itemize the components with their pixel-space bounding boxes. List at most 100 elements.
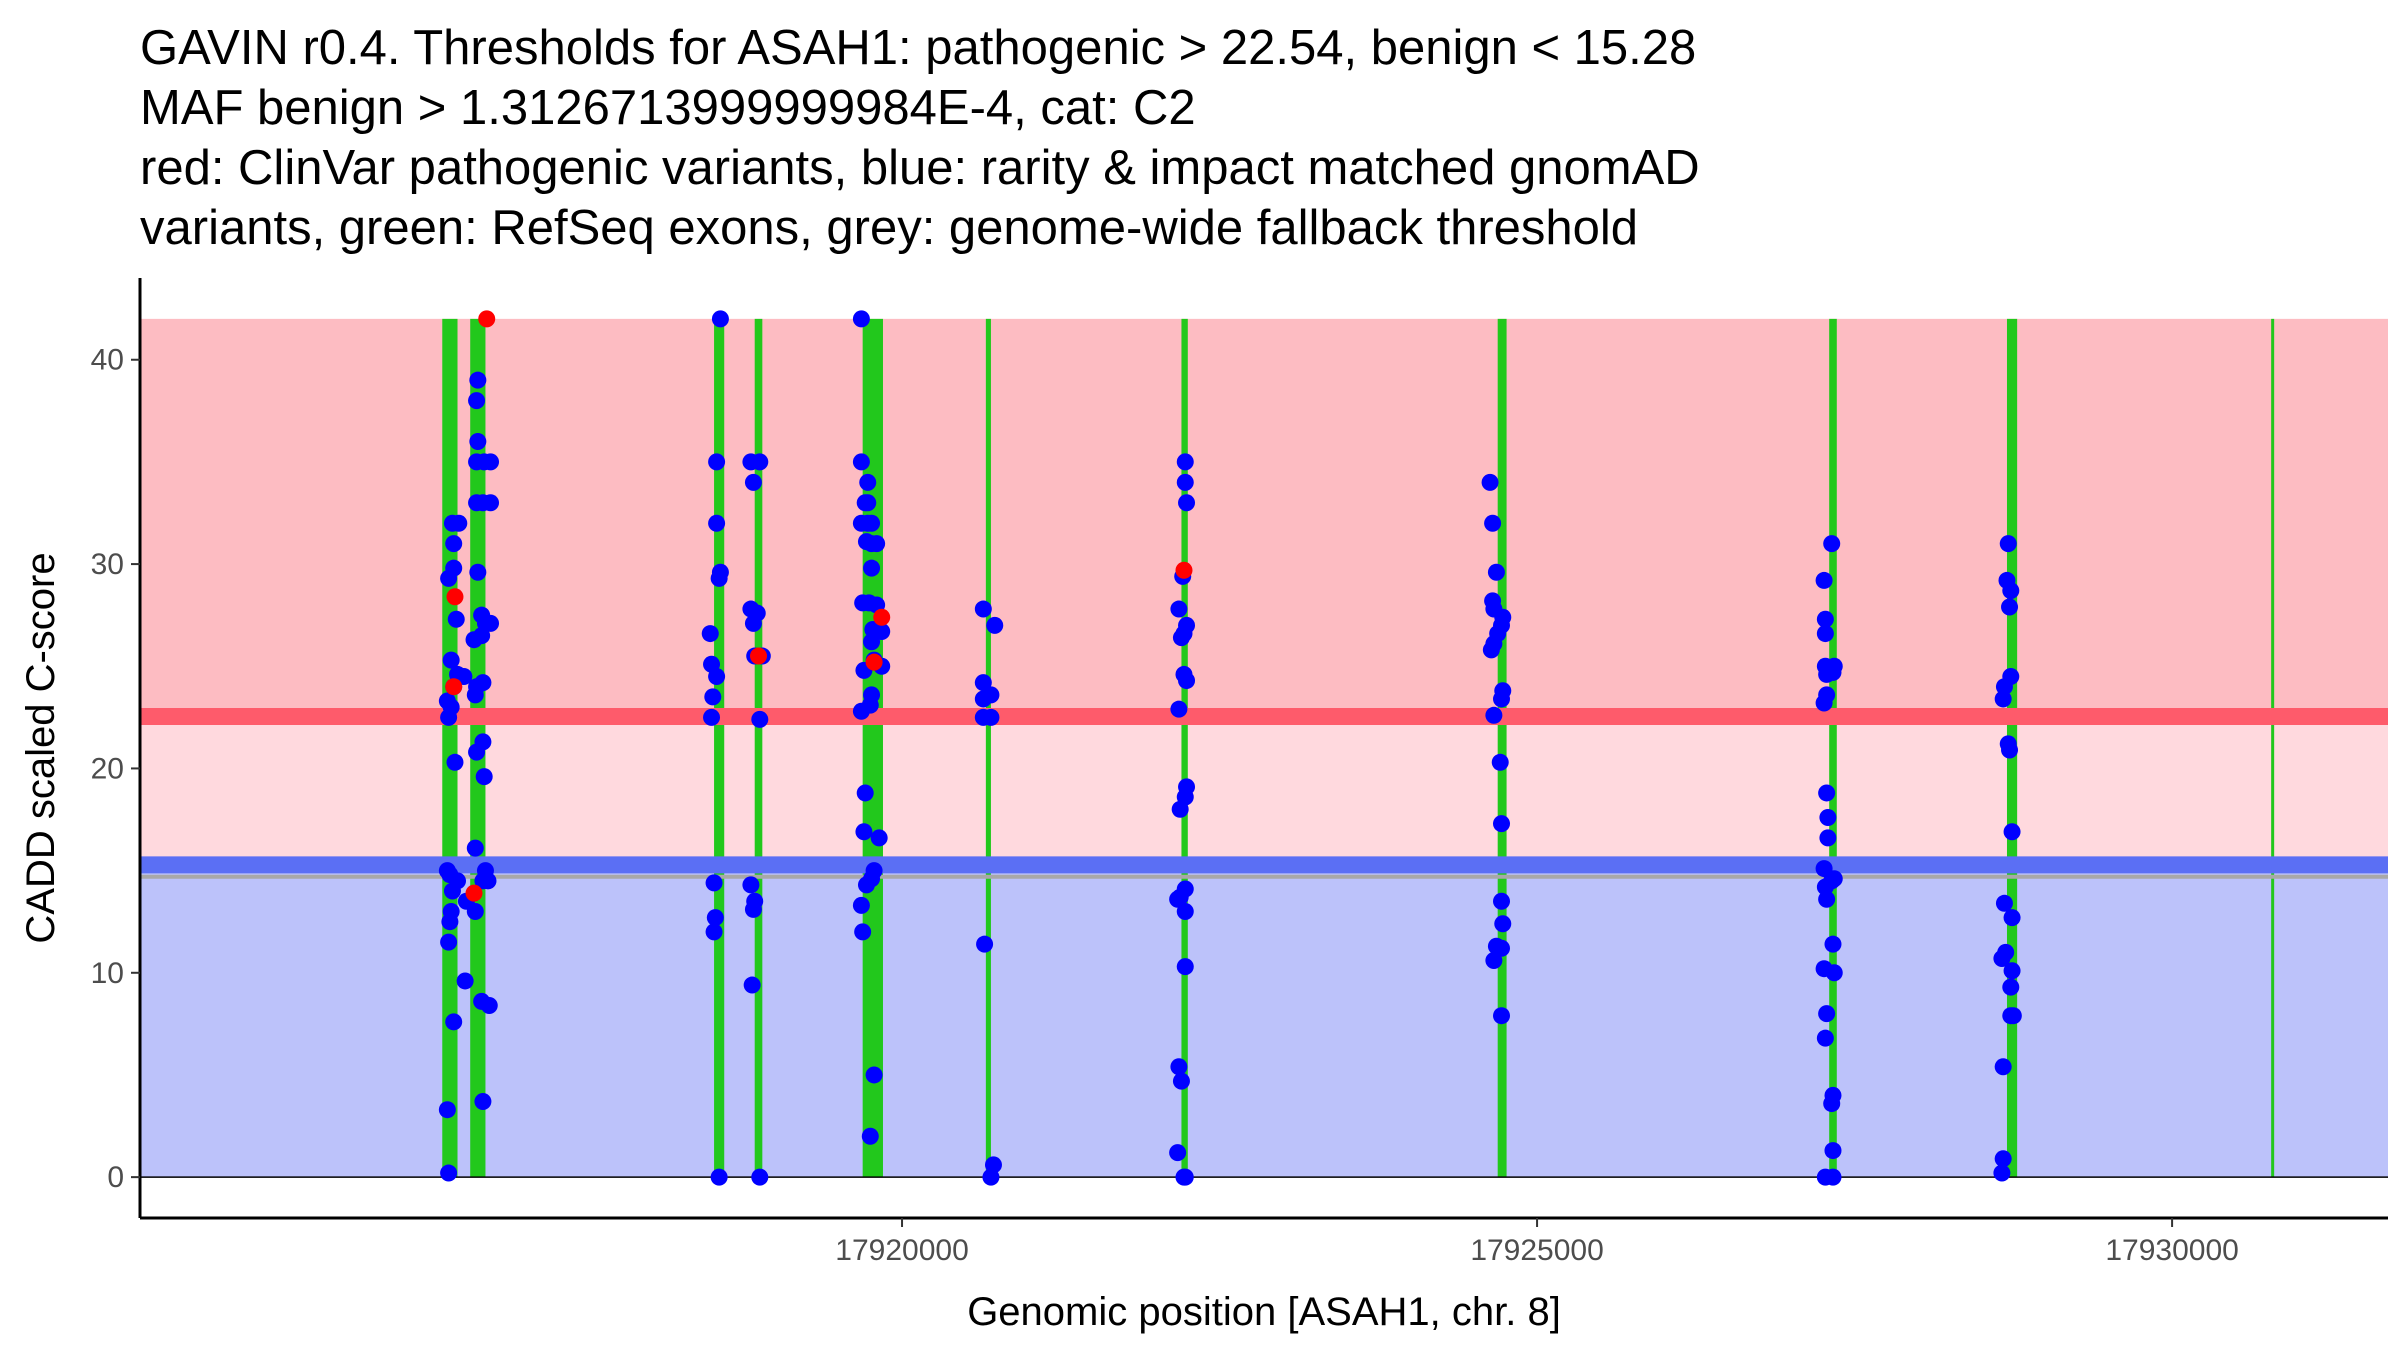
axes: 0 10 20 30 40 17920000 17925000 17930000 Genomic… <box>19 278 2388 1334</box>
clinvar-point <box>865 653 883 671</box>
gnomad-point <box>870 829 888 847</box>
data-points <box>438 310 2022 1186</box>
exon-bar <box>2271 318 2275 1178</box>
gnomad-point <box>863 686 881 704</box>
gnomad-point <box>1176 453 1194 471</box>
gnomad-point <box>1176 958 1194 976</box>
gnomad-point <box>861 1127 879 1145</box>
gnomad-point <box>856 784 874 802</box>
gnomad-point <box>1494 608 1512 626</box>
gnomad-point <box>1493 892 1511 910</box>
threshold-lines <box>140 708 2388 1178</box>
exon-bar <box>862 318 883 1178</box>
gnomad-point <box>1484 592 1502 610</box>
gnomad-point <box>2003 823 2021 841</box>
gnomad-point <box>708 453 726 471</box>
gnomad-point <box>1824 1142 1842 1160</box>
exon-bar <box>1829 318 1837 1178</box>
gnomad-point <box>703 708 721 726</box>
gnomad-point <box>1825 964 1843 982</box>
y-tick-label: 10 <box>91 957 124 990</box>
gnomad-point <box>1825 870 1843 888</box>
exon-bar <box>1181 318 1188 1178</box>
gnomad-point <box>1815 571 1833 589</box>
gnomad-point <box>852 896 870 914</box>
gnomad-point <box>982 686 1000 704</box>
gnomad-point <box>447 610 465 628</box>
gnomad-point <box>859 473 877 491</box>
gnomad-point <box>1993 1164 2011 1182</box>
clinvar-point <box>1175 561 1193 579</box>
clinvar-point <box>465 884 483 902</box>
gnomad-point <box>748 604 766 622</box>
gnomad-point <box>1818 890 1836 908</box>
gnomad-point <box>466 902 484 920</box>
gnomad-point <box>1176 473 1194 491</box>
gnomad-point <box>469 432 487 450</box>
gnomad-point <box>2002 582 2020 600</box>
gnomad-point <box>1178 672 1196 690</box>
gnomad-point <box>440 933 458 951</box>
gnomad-point <box>1816 610 1834 628</box>
gnomad-point <box>746 892 764 910</box>
gnomad-point <box>974 600 992 618</box>
gnomad-point <box>711 563 729 581</box>
gnomad-point <box>1493 1007 1511 1025</box>
gnomad-point <box>1819 829 1837 847</box>
gnomad-point <box>865 862 883 880</box>
gnomad-point <box>469 371 487 389</box>
gnomad-point <box>1818 784 1836 802</box>
gnomad-point <box>1819 808 1837 826</box>
gnomad-point <box>482 614 500 632</box>
gnomad-point <box>2001 598 2019 616</box>
gnomad-point <box>1999 535 2017 553</box>
gnomad-point <box>466 839 484 857</box>
gnomad-point <box>445 1013 463 1031</box>
gnomad-point <box>450 514 468 532</box>
gnomad-point <box>2003 909 2021 927</box>
gnomad-point <box>1176 902 1194 920</box>
gnomad-point <box>442 902 460 920</box>
y-tick-label: 40 <box>91 344 124 377</box>
gnomad-point <box>1824 1086 1842 1104</box>
exon-bar <box>442 318 458 1178</box>
gnomad-point <box>440 1164 458 1182</box>
gnomad-point <box>479 872 497 890</box>
gnomad-point <box>852 310 870 328</box>
gnomad-point <box>743 976 761 994</box>
gnomad-point <box>1994 1058 2012 1076</box>
gnomad-point <box>701 625 719 643</box>
gnomad-point <box>468 392 486 410</box>
gnomad-point <box>438 862 456 880</box>
gnomad-point <box>456 972 474 990</box>
gnomad-point <box>1823 535 1841 553</box>
gnomad-point <box>742 876 760 894</box>
gnomad-point <box>1484 514 1502 532</box>
gnomad-point <box>438 692 456 710</box>
y-tick-label: 20 <box>91 752 124 785</box>
gnomad-point <box>1170 1058 1188 1076</box>
gnomad-point <box>868 535 886 553</box>
gnomad-point <box>852 453 870 471</box>
gnomad-point <box>438 1101 456 1119</box>
gnomad-point <box>469 563 487 581</box>
gnomad-point <box>442 651 460 669</box>
gnomad-point <box>863 514 881 532</box>
gnomad-point <box>976 935 994 953</box>
y-axis-title: CADD scaled C-score <box>19 552 63 943</box>
gnomad-point <box>445 535 463 553</box>
gnomad-point <box>1170 700 1188 718</box>
gnomad-point <box>1485 952 1503 970</box>
x-tick-label: 17920000 <box>835 1234 968 1267</box>
gnomad-point <box>708 667 726 685</box>
gnomad-point <box>751 1168 769 1186</box>
gnomad-point <box>708 514 726 532</box>
gnomad-point <box>854 923 872 941</box>
gnomad-point <box>855 823 873 841</box>
clinvar-point <box>750 647 768 665</box>
gnomad-point <box>480 996 498 1014</box>
gnomad-point <box>2002 667 2020 685</box>
gnomad-point <box>1494 682 1512 700</box>
